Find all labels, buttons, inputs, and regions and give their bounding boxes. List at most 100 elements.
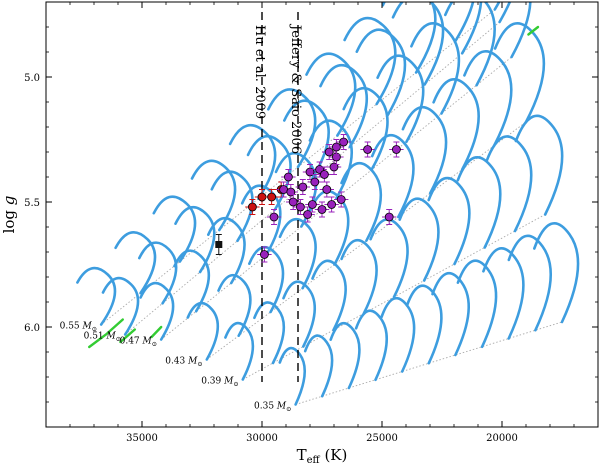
data-point: [269, 212, 279, 222]
data-point: [288, 197, 298, 207]
track-segment: [343, 16, 397, 106]
data-point: [384, 212, 394, 222]
track-segment: [410, 22, 461, 115]
track-segment: [405, 284, 443, 365]
data-point: [307, 200, 317, 209]
track-segment: [329, 321, 361, 390]
track-segment: [493, 22, 546, 124]
y-tick-label: 5.0: [24, 73, 40, 84]
track-segment: [217, 273, 252, 337]
track-segment: [427, 176, 471, 266]
track-segment: [381, 2, 437, 74]
track-segment: [253, 301, 286, 365]
data-point: [319, 170, 329, 179]
track-segment: [431, 271, 471, 357]
track-segment: [370, 133, 415, 219]
track-segment: [303, 334, 334, 398]
data-point: [331, 142, 341, 152]
track-segment: [278, 346, 306, 406]
track-segment: [114, 231, 157, 295]
track-segment: [308, 119, 354, 200]
track-segment: [454, 2, 475, 43]
data-point: [336, 195, 346, 204]
data-point: [363, 145, 373, 154]
mass-label: 0.47 M⊙: [120, 337, 158, 349]
zero-age-line: [124, 21, 500, 335]
pre-track-segment: [119, 328, 136, 344]
data-point: [310, 177, 320, 187]
track-segment: [355, 28, 407, 118]
x-tick-label: 25000: [366, 433, 398, 444]
y-axis-title: log g: [0, 196, 18, 234]
data-point: [259, 250, 269, 259]
mass-label: 0.39 M⊙: [201, 377, 239, 389]
y-tick-label: 5.5: [24, 198, 40, 209]
track-segment: [139, 281, 175, 341]
track-segment: [248, 245, 285, 314]
pre-track-segment: [88, 318, 124, 349]
track-segment: [207, 216, 246, 285]
track-segment: [510, 2, 532, 59]
data-point: [391, 145, 401, 154]
track-segment: [190, 159, 237, 232]
zero-age-line: [295, 321, 563, 405]
mass-label: 0.35 M⊙: [254, 402, 292, 414]
evolutionary-tracks: [76, 2, 580, 406]
y-tick-label: 6.0: [24, 323, 40, 334]
mass-label: 0.43 M⊙: [165, 357, 203, 369]
reference-line-label: Hu et al. 2009: [252, 25, 267, 119]
data-point: [283, 172, 293, 182]
track-segment: [380, 296, 416, 373]
track-segment: [101, 276, 140, 336]
x-tick-label: 35000: [126, 433, 158, 444]
track-segment: [210, 170, 254, 243]
track-segment: [369, 218, 409, 299]
data-point: [215, 241, 223, 248]
x-tick-label: 30000: [246, 433, 278, 444]
data-point: [339, 137, 349, 147]
data-point: [324, 147, 334, 157]
track-segment: [283, 99, 330, 180]
data-point: [298, 182, 308, 192]
track-segment: [354, 309, 389, 382]
track-segment: [507, 234, 553, 332]
data-point: [317, 205, 327, 214]
track-segment: [76, 266, 117, 326]
track-segment: [224, 321, 255, 381]
data-point: [322, 185, 332, 194]
track-segment: [319, 63, 369, 149]
track-segment: [482, 247, 525, 340]
track-segment: [432, 78, 480, 171]
x-tick-label: 20000: [486, 433, 518, 444]
plot-frame: [45, 1, 599, 428]
mass-label: 0.55 M⊙: [60, 322, 98, 334]
track-segment: [398, 197, 440, 282]
track-segment: [174, 205, 216, 274]
track-segment: [463, 50, 513, 147]
pre-track-segment: [527, 25, 540, 36]
track-segment: [186, 301, 220, 361]
data-points: [215, 134, 404, 263]
pre-track-segment: [150, 325, 163, 339]
track-segment: [340, 238, 378, 315]
track-segment: [138, 241, 178, 305]
data-point: [327, 200, 337, 209]
track-segment: [376, 54, 425, 144]
track-segment: [173, 249, 211, 313]
x-axis-title: Teff (K): [297, 446, 348, 465]
track-segment: [444, 2, 496, 87]
track-segment: [282, 280, 317, 348]
track-segment: [401, 105, 448, 195]
data-point: [267, 192, 277, 202]
track-segment: [228, 123, 277, 200]
track-segment: [533, 222, 580, 324]
track-segment: [456, 156, 502, 249]
mass-label: 0.51 M⊙: [84, 332, 122, 344]
track-segment: [152, 195, 197, 263]
track-segment: [460, 2, 483, 55]
data-point: [247, 202, 257, 212]
mass-labels: 0.55 M⊙0.51 M⊙0.47 M⊙ 0.43 M⊙ 0.39 M⊙ 0.35 …: [60, 322, 292, 414]
track-segment: [456, 259, 498, 349]
